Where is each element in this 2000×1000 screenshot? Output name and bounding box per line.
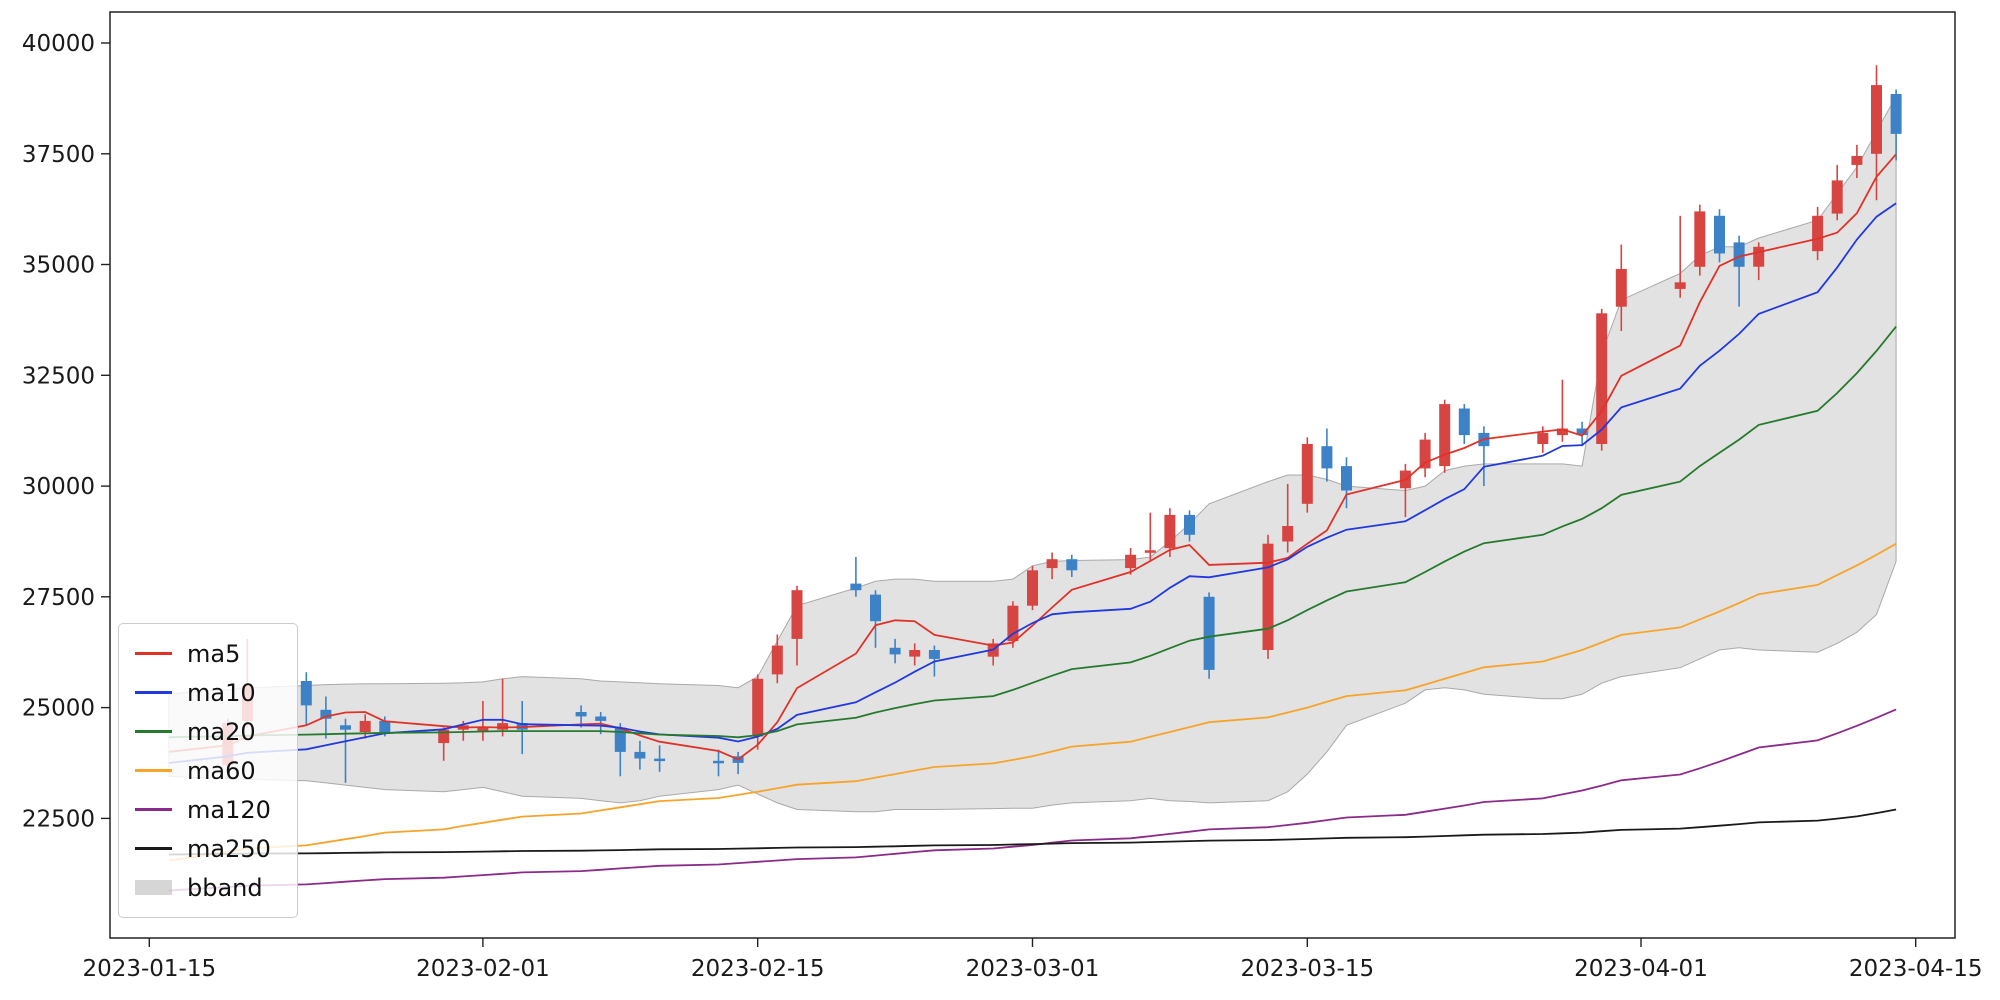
legend-label-ma60: ma60 xyxy=(187,756,256,785)
candle-body xyxy=(497,723,509,730)
candle-body xyxy=(1321,446,1333,469)
legend-item-bband: bband xyxy=(135,868,271,907)
y-tick-label: 27500 xyxy=(22,585,95,611)
legend-item-ma250: ma250 xyxy=(135,829,271,868)
candle-body xyxy=(1439,404,1451,467)
candle-body xyxy=(1046,559,1058,569)
candle-body xyxy=(1066,559,1078,571)
candle-body xyxy=(1125,554,1137,569)
candle-body xyxy=(713,760,724,764)
candle-body xyxy=(1694,211,1706,267)
ma10-line xyxy=(168,202,1897,764)
y-tick-label: 30000 xyxy=(22,474,95,500)
candle-body xyxy=(359,720,371,732)
candle-body xyxy=(614,727,626,752)
candle-body xyxy=(1890,94,1902,134)
legend-swatch-ma120 xyxy=(135,808,172,811)
candle-body xyxy=(928,650,940,659)
legend-swatch-ma10 xyxy=(135,691,172,694)
legend-label-ma20: ma20 xyxy=(187,717,256,746)
candle-body xyxy=(477,727,489,732)
candle-body xyxy=(1871,85,1882,154)
candle-body xyxy=(438,729,450,744)
legend-label-ma10: ma10 xyxy=(187,678,256,707)
x-tick-label: 2023-02-01 xyxy=(416,956,550,982)
candle-body xyxy=(1341,466,1352,491)
candle-body xyxy=(1615,269,1627,307)
candle-body xyxy=(1144,550,1156,553)
candle-body xyxy=(1027,570,1038,606)
candle-body xyxy=(1458,408,1470,436)
y-tick-label: 22500 xyxy=(22,806,95,832)
x-tick-label: 2023-03-15 xyxy=(1240,956,1374,982)
candle-body xyxy=(889,647,901,655)
legend-swatch-ma20 xyxy=(135,730,172,733)
legend-item-ma5: ma5 xyxy=(135,634,271,673)
legend-item-ma20: ma20 xyxy=(135,712,271,751)
candle-body xyxy=(1164,514,1176,549)
y-tick-label: 35000 xyxy=(22,253,95,279)
y-tick-label: 25000 xyxy=(22,696,95,722)
ma5-line xyxy=(168,153,1897,761)
candle-body xyxy=(1714,215,1725,254)
y-tick-label: 37500 xyxy=(22,142,95,168)
candle-body xyxy=(654,758,666,762)
candle-body xyxy=(595,716,607,721)
candle-body xyxy=(909,650,921,657)
legend-item-ma60: ma60 xyxy=(135,751,271,790)
candle-body xyxy=(379,720,391,732)
legend-swatch-ma60 xyxy=(135,769,172,772)
candle-body xyxy=(1596,313,1608,444)
ma250-line xyxy=(168,808,1897,856)
x-tick-label: 2023-03-01 xyxy=(966,956,1100,982)
candle-body xyxy=(1556,428,1568,436)
candle-body xyxy=(1262,543,1274,650)
candle-body xyxy=(340,725,351,730)
candle-body xyxy=(870,594,881,622)
y-tick-label: 40000 xyxy=(22,31,95,57)
candle-body xyxy=(1203,596,1215,670)
x-tick-label: 2023-04-01 xyxy=(1574,956,1708,982)
legend-item-ma10: ma10 xyxy=(135,673,271,712)
candle-body xyxy=(791,590,803,639)
x-tick-label: 2023-02-15 xyxy=(691,956,825,982)
y-tick-label: 32500 xyxy=(22,363,95,389)
candle-body xyxy=(1674,282,1686,289)
legend-box: ma5 ma10 ma20 ma60 ma120 ma250 bband xyxy=(118,623,298,918)
ma60-line xyxy=(168,542,1897,862)
candle-body xyxy=(1007,605,1019,642)
candle-body xyxy=(1733,242,1745,267)
candle-body xyxy=(1282,526,1294,542)
candle-body xyxy=(752,678,764,737)
candle-body xyxy=(575,712,587,717)
candle-body xyxy=(300,681,312,706)
candle-body xyxy=(1576,428,1588,436)
candle-body xyxy=(1851,156,1863,165)
candle-body xyxy=(1419,439,1431,469)
candle-body xyxy=(1184,514,1195,535)
candle-body xyxy=(1537,432,1549,444)
candle-body xyxy=(320,709,332,719)
legend-swatch-ma5 xyxy=(135,652,172,655)
x-tick-label: 2023-04-15 xyxy=(1849,956,1983,982)
legend-label-ma120: ma120 xyxy=(187,795,271,824)
candle-body xyxy=(1831,180,1843,214)
candle-body xyxy=(1301,444,1313,504)
candle-body xyxy=(1812,215,1824,252)
x-tick-label: 2023-01-15 xyxy=(82,956,216,982)
legend-label-bband: bband xyxy=(187,873,263,902)
legend-label-ma5: ma5 xyxy=(187,639,241,668)
candle-body xyxy=(634,751,646,759)
candle-body xyxy=(771,645,783,675)
legend-label-ma250: ma250 xyxy=(187,834,271,863)
legend-item-ma120: ma120 xyxy=(135,790,271,829)
candle-body xyxy=(1753,246,1765,267)
legend-swatch-bband xyxy=(135,880,172,895)
legend-swatch-ma250 xyxy=(135,847,172,850)
ma20-line xyxy=(168,326,1897,739)
bollinger-band-area xyxy=(168,94,1897,813)
candle-body xyxy=(850,583,862,591)
